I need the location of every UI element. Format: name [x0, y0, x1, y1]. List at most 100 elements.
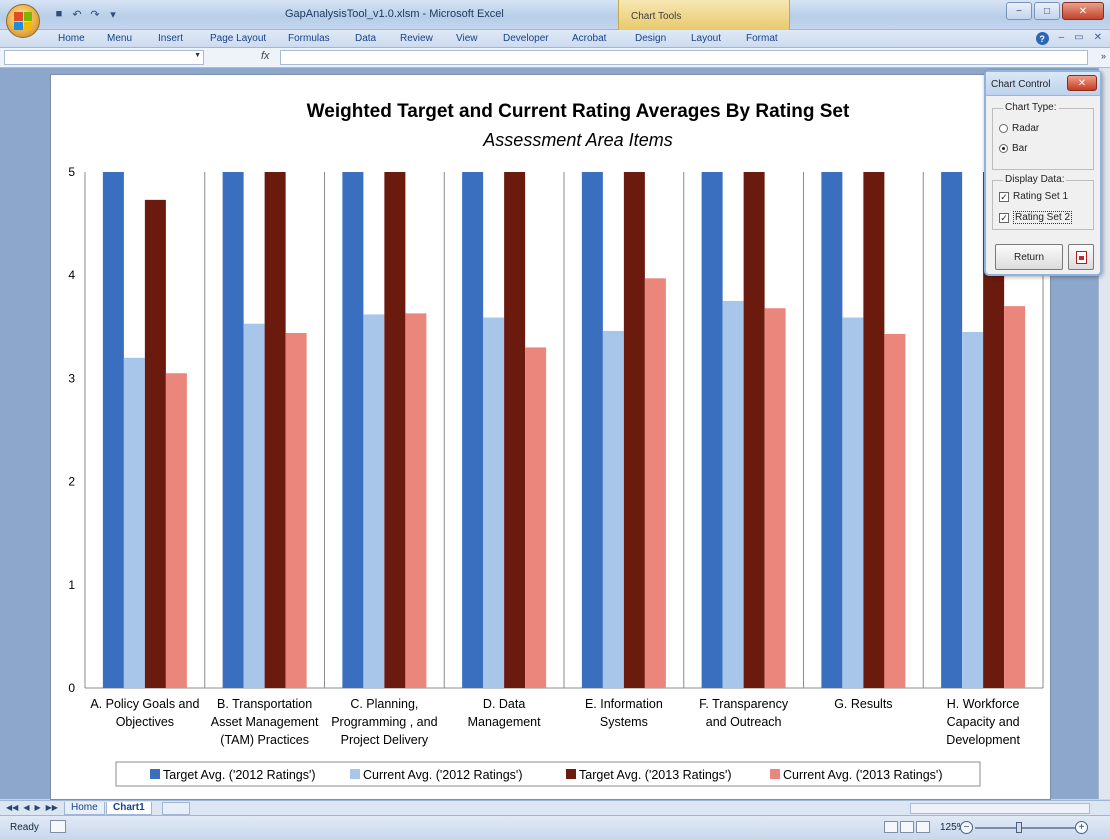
bar-option[interactable]: Bar: [999, 143, 1028, 154]
tab-page-layout[interactable]: Page Layout: [210, 33, 267, 44]
insert-sheet-icon[interactable]: [162, 802, 190, 815]
tab-view[interactable]: View: [456, 33, 478, 44]
qat-dropdown-icon[interactable]: ▾: [110, 8, 116, 21]
expand-formula-bar-icon[interactable]: »: [1100, 51, 1106, 61]
chart-type-group: Chart Type: Radar Bar: [992, 102, 1094, 170]
tab-review[interactable]: Review: [400, 33, 433, 44]
title-bar: ■ ↶ ↷ ▾ GapAnalysisTool_v1.0.xlsm - Micr…: [0, 0, 1110, 30]
tab-layout[interactable]: Layout: [691, 33, 722, 44]
ribbon-restore-icon[interactable]: ▭: [1074, 32, 1084, 43]
zoom-out-button[interactable]: −: [960, 821, 973, 834]
tab-acrobat[interactable]: Acrobat: [572, 33, 607, 44]
dialog-title-bar[interactable]: Chart Control ✕: [986, 72, 1100, 96]
tab-data[interactable]: Data: [355, 33, 377, 44]
bar: [743, 172, 765, 688]
close-button[interactable]: ✕: [1062, 2, 1104, 20]
insert-function-icon[interactable]: fx: [206, 50, 278, 65]
page-layout-view-icon[interactable]: [900, 821, 914, 833]
horizontal-scrollbar[interactable]: [910, 803, 1090, 814]
tab-insert[interactable]: Insert: [158, 33, 184, 44]
bar: [941, 172, 963, 688]
rating-set-1-checkbox[interactable]: ✓: [999, 191, 1009, 202]
bar: [363, 314, 385, 688]
tab-formulas[interactable]: Formulas: [288, 33, 330, 44]
bar: [243, 323, 265, 688]
ribbon-minimize-icon[interactable]: –: [1058, 32, 1065, 43]
legend-swatch: [150, 769, 160, 779]
zoom-slider[interactable]: [975, 827, 1075, 829]
next-sheet-icon[interactable]: ▶: [34, 803, 41, 812]
y-tick-label: 5: [68, 165, 75, 179]
pdf-icon: [1075, 250, 1087, 264]
bar: [722, 301, 744, 688]
bar: [602, 330, 624, 688]
redo-icon[interactable]: ↷: [90, 8, 100, 21]
page-break-view-icon[interactable]: [916, 821, 930, 833]
maximize-button[interactable]: □: [1034, 2, 1060, 20]
sheet-tab-bar: ◀◀ ◀ ▶ ▶▶ Home Chart1: [0, 800, 1110, 815]
legend-swatch: [566, 769, 576, 779]
last-sheet-icon[interactable]: ▶▶: [45, 803, 58, 812]
minimize-button[interactable]: −: [1006, 2, 1032, 20]
zoom-level[interactable]: 125%: [940, 822, 966, 833]
rating-set-2-label: Rating Set 2: [1013, 211, 1073, 224]
tab-format[interactable]: Format: [746, 33, 778, 44]
tab-menu[interactable]: Menu: [107, 33, 133, 44]
return-button[interactable]: Return: [995, 244, 1063, 270]
radar-option[interactable]: Radar: [999, 123, 1039, 134]
quick-access-toolbar: ■ ↶ ↷ ▾: [52, 6, 120, 22]
x-tick-label: E. Information Systems: [585, 697, 663, 729]
ribbon-right-controls: ? – ▭ ✕: [1035, 32, 1102, 45]
chart-area[interactable]: Weighted Target and Current Rating Avera…: [50, 74, 1051, 800]
bar: [102, 172, 124, 688]
undo-icon[interactable]: ↶: [72, 8, 82, 21]
sheet-nav: ◀◀ ◀ ▶ ▶▶: [6, 803, 58, 812]
formula-input[interactable]: [280, 50, 1088, 65]
tab-home[interactable]: Home: [58, 33, 85, 44]
help-icon[interactable]: ?: [1035, 32, 1049, 45]
chart-title: Weighted Target and Current Rating Avera…: [307, 101, 850, 122]
bar: [821, 172, 843, 688]
chart-subtitle: Assessment Area Items: [482, 130, 672, 150]
normal-view-icon[interactable]: [884, 821, 898, 833]
view-buttons: [884, 821, 930, 833]
sheet-tab-chart1[interactable]: Chart1: [106, 802, 152, 815]
rating-set-2-checkbox[interactable]: ✓: [999, 212, 1009, 223]
sheet-tab-home[interactable]: Home: [64, 802, 105, 815]
first-sheet-icon[interactable]: ◀◀: [6, 803, 19, 812]
chart-type-label: Chart Type:: [1003, 102, 1059, 113]
chart-plot: Weighted Target and Current Rating Avera…: [68, 101, 1044, 787]
x-tick-label-line: F. Transparency: [699, 697, 789, 711]
name-box-dropdown-icon[interactable]: ▼: [194, 52, 201, 59]
ribbon-close-icon[interactable]: ✕: [1093, 32, 1102, 43]
x-tick-label-line: H. Workforce: [947, 697, 1020, 711]
export-pdf-button[interactable]: [1068, 244, 1094, 270]
y-tick-label: 3: [68, 371, 75, 385]
bar: [623, 172, 645, 688]
bar: [884, 334, 906, 688]
radar-radio[interactable]: [999, 124, 1008, 133]
zoom-in-button[interactable]: +: [1075, 821, 1088, 834]
x-tick-label-line: Objectives: [116, 715, 174, 729]
macro-record-icon[interactable]: [50, 820, 66, 833]
legend-box: [115, 761, 981, 787]
prev-sheet-icon[interactable]: ◀: [23, 803, 30, 812]
bar: [285, 332, 307, 688]
zoom-slider-thumb[interactable]: [1016, 822, 1022, 833]
x-tick-label: D. Data Management: [468, 697, 541, 729]
rating-set-2-option[interactable]: ✓ Rating Set 2: [999, 211, 1073, 224]
dialog-close-button[interactable]: ✕: [1067, 75, 1097, 91]
bar-radio[interactable]: [999, 144, 1008, 153]
rating-set-1-option[interactable]: ✓ Rating Set 1: [999, 191, 1068, 202]
x-tick-label-line: Capacity and: [947, 715, 1020, 729]
save-icon[interactable]: ■: [55, 8, 63, 20]
tab-developer[interactable]: Developer: [503, 33, 549, 44]
bar: [581, 172, 603, 688]
x-tick-label-line: G. Results: [834, 697, 892, 711]
office-button[interactable]: [6, 4, 40, 38]
legend-label: Current Avg. ('2012 Ratings'): [363, 768, 523, 782]
name-box[interactable]: ▼: [4, 50, 204, 65]
x-tick-label-line: B. Transportation: [217, 697, 312, 711]
bar: [123, 357, 145, 688]
tab-design[interactable]: Design: [635, 33, 667, 44]
